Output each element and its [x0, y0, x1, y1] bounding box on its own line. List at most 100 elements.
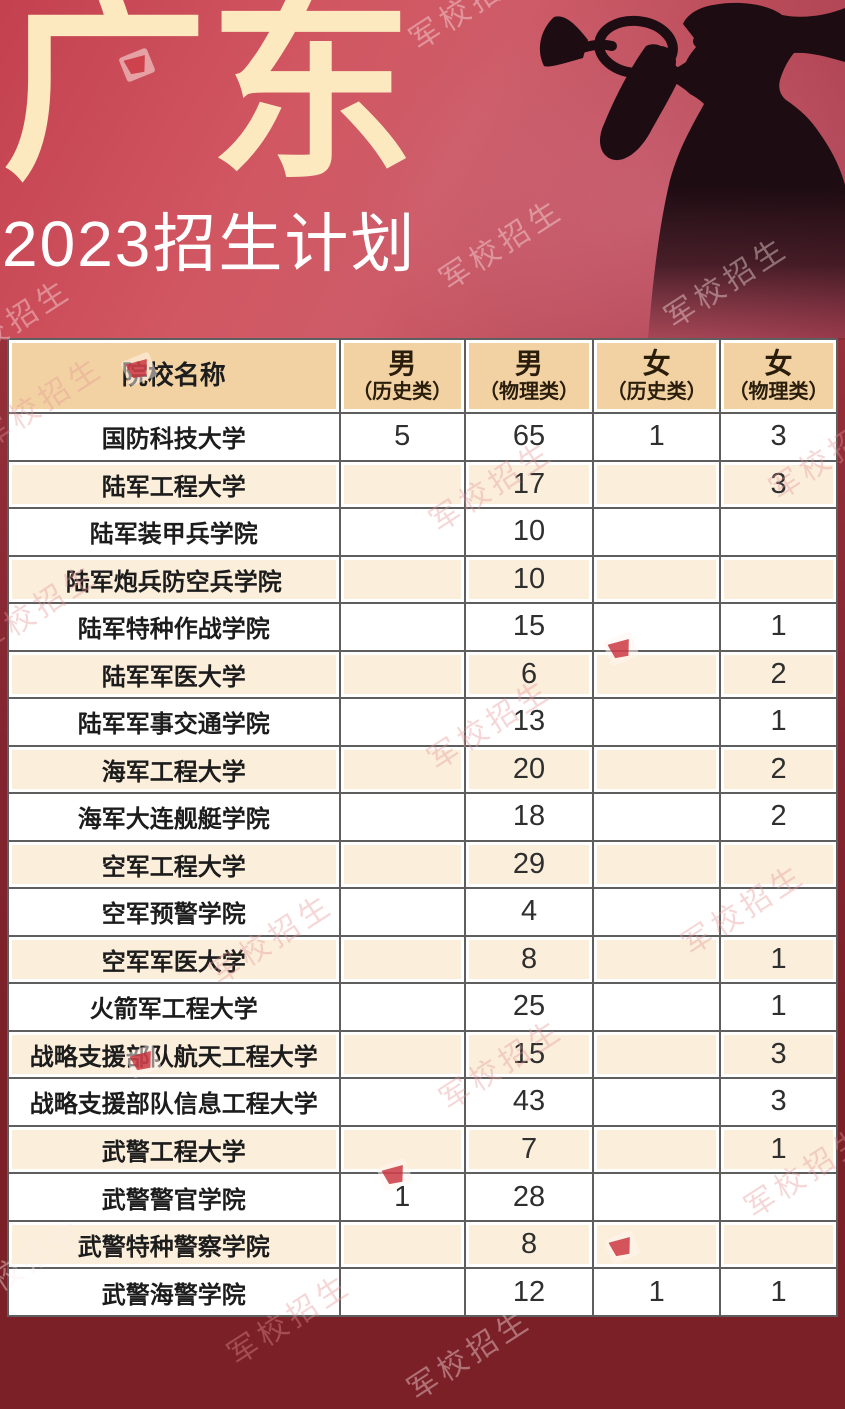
table-row: 陆军军医大学 6 2: [7, 649, 838, 700]
quota-value-cell: [592, 1124, 722, 1175]
quota-value-cell: 3: [719, 412, 838, 462]
enrollment-table: 院校名称 男 （历史类） 男 （物理类） 女 （历史类） 女 （物理类）: [7, 338, 838, 1317]
quota-value-cell: 3: [719, 459, 838, 510]
quota-value-cell: [719, 887, 838, 937]
header-label: 女: [642, 348, 671, 380]
school-name-cell: 陆军装甲兵学院: [7, 507, 341, 557]
quota-value-cell: [338, 792, 466, 842]
school-name-cell: 战略支援部队信息工程大学: [7, 1077, 341, 1127]
table-row: 海军大连舰艇学院 18 2: [7, 792, 838, 842]
quota-value-cell: 1: [592, 1267, 722, 1317]
quota-value-cell: 1: [719, 1124, 838, 1175]
quota-value-cell: 25: [463, 982, 595, 1032]
quota-value-cell: 1: [719, 697, 838, 747]
header-label: 男: [515, 348, 544, 380]
header-label: 男: [388, 348, 417, 380]
quota-value-cell: [338, 697, 466, 747]
quota-value-cell: 28: [463, 1172, 595, 1222]
quota-value-cell: 17: [463, 459, 595, 510]
quota-value-cell: 6: [463, 649, 595, 700]
quota-value-cell: 12: [463, 1267, 595, 1317]
school-name-cell: 空军预警学院: [7, 887, 341, 937]
table-row: 空军军医大学 8 1: [7, 934, 838, 985]
school-name-cell: 武警特种警察学院: [7, 1219, 341, 1270]
school-name-cell: 海军大连舰艇学院: [7, 792, 341, 842]
quota-value-cell: 3: [719, 1077, 838, 1127]
table-row: 海军工程大学 20 2: [7, 744, 838, 795]
header-label: 女: [764, 348, 793, 380]
quota-value-cell: 1: [592, 412, 722, 462]
quota-value-cell: 10: [463, 554, 595, 605]
quota-value-cell: [338, 934, 466, 985]
quota-value-cell: [592, 459, 722, 510]
quota-value-cell: 8: [463, 934, 595, 985]
quota-value-cell: [592, 792, 722, 842]
quota-value-cell: [592, 554, 722, 605]
header-label: 院校名称: [121, 361, 226, 391]
quota-value-cell: 8: [463, 1219, 595, 1270]
quota-value-cell: [592, 744, 722, 795]
table-body: 国防科技大学 5 65 1 3 陆军工程大学 17 3 陆军装甲兵学院 10 陆军炮兵防空兵学院 10…: [7, 412, 838, 1317]
quota-value-cell: 18: [463, 792, 595, 842]
school-name-cell: 陆军炮兵防空兵学院: [7, 554, 341, 605]
quota-value-cell: [592, 602, 722, 652]
quota-value-cell: 2: [719, 792, 838, 842]
header-female-history: 女 （历史类）: [592, 338, 722, 414]
table-row: 战略支援部队信息工程大学 43 3: [7, 1077, 838, 1127]
quota-value-cell: 2: [719, 744, 838, 795]
quota-value-cell: 1: [719, 982, 838, 1032]
header-male-history: 男 （历史类）: [338, 338, 466, 414]
table-row: 武警海警学院 12 1 1: [7, 1267, 838, 1317]
quota-value-cell: [592, 649, 722, 700]
quota-value-cell: [338, 1124, 466, 1175]
table-row: 国防科技大学 5 65 1 3: [7, 412, 838, 462]
table-row: 火箭军工程大学 25 1: [7, 982, 838, 1032]
quota-value-cell: 3: [719, 1029, 838, 1080]
school-name-cell: 武警海警学院: [7, 1267, 341, 1317]
quota-value-cell: 4: [463, 887, 595, 937]
school-name-cell: 陆军工程大学: [7, 459, 341, 510]
quota-value-cell: 7: [463, 1124, 595, 1175]
quota-value-cell: 43: [463, 1077, 595, 1127]
school-name-cell: 陆军军医大学: [7, 649, 341, 700]
quota-value-cell: [719, 554, 838, 605]
header-sublabel: （历史类）: [606, 381, 707, 404]
quota-value-cell: [592, 934, 722, 985]
quota-value-cell: [592, 1172, 722, 1222]
quota-value-cell: 15: [463, 1029, 595, 1080]
school-name-cell: 陆军军事交通学院: [7, 697, 341, 747]
school-name-cell: 国防科技大学: [7, 412, 341, 462]
table-row: 武警警官学院 1 28: [7, 1172, 838, 1222]
table-row: 陆军特种作战学院 15 1: [7, 602, 838, 652]
quota-value-cell: [338, 887, 466, 937]
header-sublabel: （物理类）: [479, 381, 580, 404]
quota-value-cell: 29: [463, 839, 595, 890]
plan-subtitle: 2023招生计划: [2, 208, 417, 280]
school-name-cell: 陆军特种作战学院: [7, 602, 341, 652]
quota-value-cell: [338, 1077, 466, 1127]
quota-value-cell: [592, 507, 722, 557]
region-title: 广东: [2, 0, 416, 203]
enrollment-table-wrap: 院校名称 男 （历史类） 男 （物理类） 女 （历史类） 女 （物理类）: [7, 338, 838, 1317]
table-row: 陆军军事交通学院 13 1: [7, 697, 838, 747]
quota-value-cell: [338, 839, 466, 890]
soldier-bugler-silhouette-icon: [539, 2, 845, 340]
quota-value-cell: [719, 1219, 838, 1270]
quota-value-cell: [592, 887, 722, 937]
quota-value-cell: [338, 982, 466, 1032]
quota-value-cell: [719, 839, 838, 890]
quota-value-cell: 1: [719, 1267, 838, 1317]
table-row: 武警工程大学 7 1: [7, 1124, 838, 1175]
school-name-cell: 武警工程大学: [7, 1124, 341, 1175]
quota-value-cell: [338, 602, 466, 652]
quota-value-cell: [338, 554, 466, 605]
school-name-cell: 空军军医大学: [7, 934, 341, 985]
school-name-cell: 空军工程大学: [7, 839, 341, 890]
school-name-cell: 武警警官学院: [7, 1172, 341, 1222]
quota-value-cell: 65: [463, 412, 595, 462]
quota-value-cell: 1: [719, 602, 838, 652]
table-row: 空军工程大学 29: [7, 839, 838, 890]
table-row: 空军预警学院 4: [7, 887, 838, 937]
header-school-name: 院校名称: [7, 338, 341, 414]
